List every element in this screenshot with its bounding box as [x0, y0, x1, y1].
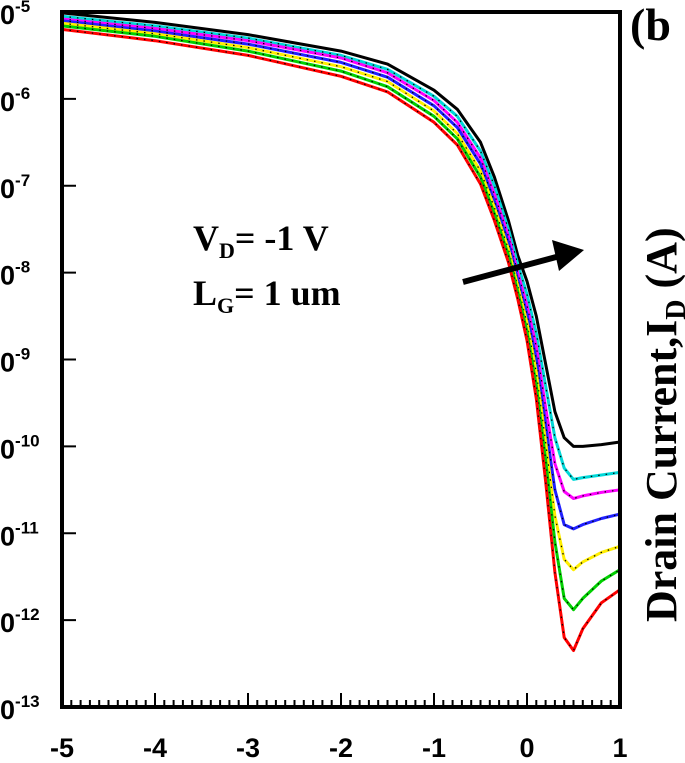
x-tick-label: -2 — [329, 733, 353, 763]
y-tick-label: 0-8 — [0, 258, 30, 291]
annotation-drain-voltage: VD= -1 V — [193, 218, 329, 263]
y-axis: 0-5 0-6 0-7 0-8 0-9 0-10 0-11 0-12 0-13 — [0, 0, 76, 725]
y-tick-label: 0-10 — [0, 431, 40, 464]
x-tick-label: -4 — [143, 733, 167, 763]
series-line-4 — [61, 21, 621, 572]
y-axis-label: Drain Current,ID (A) — [637, 227, 685, 622]
x-tick-label: 0 — [519, 733, 534, 763]
series-marker-2 — [61, 18, 621, 500]
series-line-0 — [61, 11, 621, 448]
y-tick-label: 0-6 — [0, 84, 30, 117]
y-tick-label: 0-7 — [0, 171, 30, 204]
plot-area — [60, 10, 622, 709]
series-line-1 — [61, 14, 621, 481]
y-tick-label: 0-5 — [0, 0, 30, 30]
x-tick-label: -3 — [236, 733, 260, 763]
series-marker-4 — [61, 22, 621, 571]
panel-label: (b — [630, 0, 671, 50]
series-line-3 — [61, 19, 621, 531]
series-line-2 — [61, 17, 621, 500]
series-line-6 — [61, 27, 621, 652]
trend-arrow — [462, 240, 584, 285]
x-tick-label: -1 — [422, 733, 446, 763]
series-line-5 — [61, 24, 621, 612]
annotation-gate-length: LG= 1 um — [193, 273, 341, 318]
y-tick-label: 0-9 — [0, 345, 30, 378]
x-tick-label: 1 — [612, 733, 627, 763]
y-tick-label: 0-11 — [0, 518, 39, 551]
x-tick-label: -5 — [50, 733, 74, 763]
x-axis: -5 -4 -3 -2 -1 0 1 — [50, 693, 628, 763]
y-tick-label: 0-13 — [0, 692, 40, 725]
series-marker-3 — [61, 20, 621, 530]
y-tick-label: 0-12 — [0, 605, 40, 638]
